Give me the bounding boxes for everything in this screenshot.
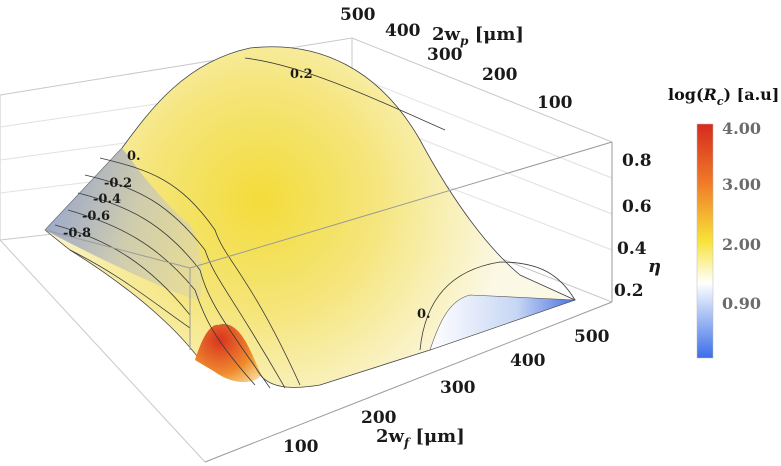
- z-tick: 0.8: [622, 151, 652, 171]
- x-tick: 100: [283, 437, 319, 457]
- surface-peak: [195, 324, 261, 383]
- contour-label: -0.4: [93, 192, 121, 207]
- surface-left-ramp: [45, 148, 202, 300]
- contour-lines: [54, 57, 576, 389]
- contour-label: -0.8: [63, 226, 91, 241]
- surface-blue-floor: [429, 294, 576, 351]
- x-axis-ticks: 100 200 300 400 500: [283, 327, 610, 457]
- x-tick: 500: [574, 327, 610, 347]
- contour-label: -0.2: [104, 176, 132, 191]
- box-front-edges: [44, 141, 613, 463]
- colorbar-gradient: [696, 123, 714, 359]
- y-tick: 200: [482, 65, 518, 85]
- y-tick: 300: [427, 45, 463, 65]
- colorbar-tick: 2.00: [722, 235, 761, 254]
- y-tick: 100: [537, 93, 573, 113]
- x-tick: 400: [510, 351, 546, 371]
- contour-label: 0.: [417, 307, 431, 322]
- z-tick: 0.4: [617, 239, 647, 259]
- x-axis-label: 2wf [μm]: [376, 426, 465, 450]
- colorbar-tick: 3.00: [722, 175, 761, 194]
- colorbar-tick: 0.90: [722, 294, 761, 313]
- contour-label: -0.6: [82, 209, 110, 224]
- z-tick: 0.2: [614, 281, 644, 301]
- z-axis-ticks: 0.8 0.6 0.4 0.2: [614, 151, 652, 301]
- colorbar-tick: 4.00: [722, 119, 761, 138]
- y-axis-label: 2wp [μm]: [432, 24, 524, 48]
- z-axis-label: η: [648, 256, 661, 277]
- z-tick: 0.6: [622, 197, 652, 217]
- y-tick: 500: [340, 5, 376, 25]
- contour-label: 0.2: [290, 67, 313, 82]
- y-axis-ticks: 500 400 300 200 100: [340, 5, 573, 113]
- contour-labels: 0.2 0. -0.2 -0.4 -0.6 -0.8 0.: [63, 67, 431, 322]
- colorbar: log(Rc) [a.u] 4.00 3.00 2.00 0.90: [668, 85, 779, 359]
- contour-label: 0.: [127, 149, 141, 164]
- x-tick: 200: [361, 408, 397, 428]
- colorbar-title: log(Rc) [a.u]: [668, 85, 779, 108]
- y-tick: 400: [385, 21, 421, 41]
- x-tick: 300: [440, 378, 476, 398]
